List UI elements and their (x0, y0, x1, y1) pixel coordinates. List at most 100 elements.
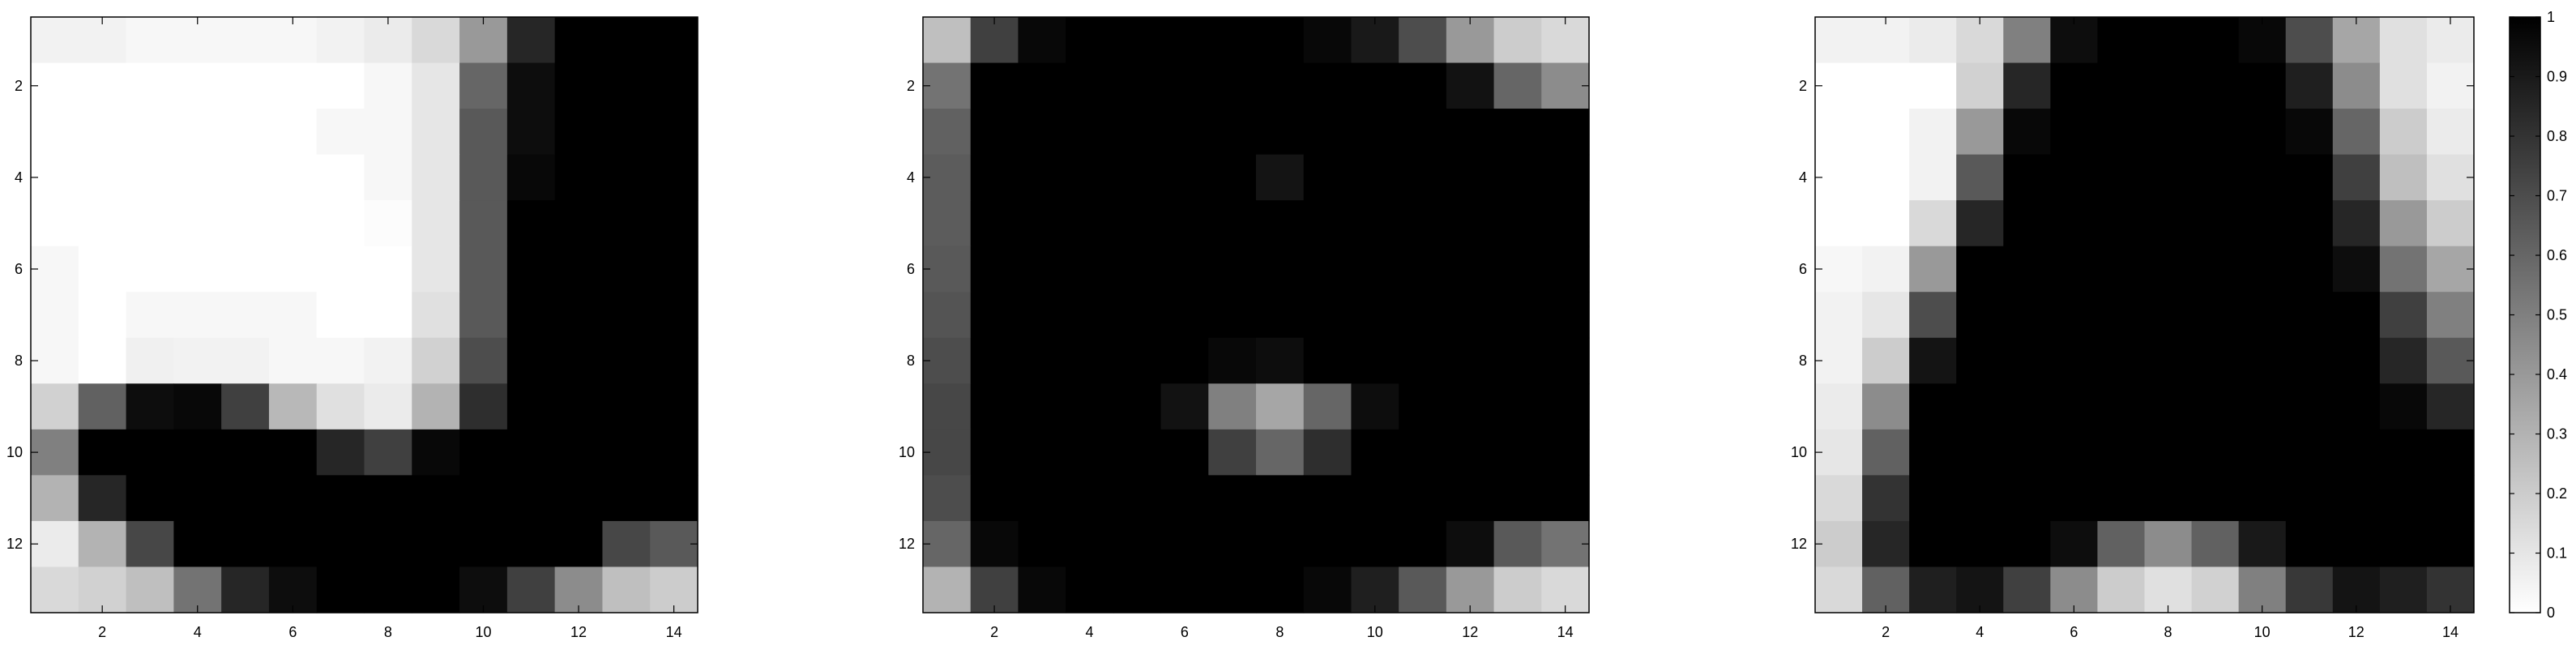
heatmap-cell (173, 109, 222, 156)
heatmap-cell (1303, 109, 1352, 156)
heatmap-cell (268, 383, 318, 430)
heatmap-cell (1303, 520, 1352, 568)
heatmap-cell (1256, 17, 1305, 64)
heatmap-cell (554, 383, 604, 430)
heatmap-cell (1493, 475, 1542, 522)
y-tick-label: 10 (6, 444, 23, 460)
heatmap-cell (602, 566, 651, 613)
heatmap-cell (923, 154, 972, 201)
heatmap-cell (459, 246, 508, 293)
heatmap-cell (1256, 62, 1305, 109)
heatmap-cell (1956, 475, 2004, 522)
heatmap-cell (650, 62, 698, 109)
heatmap-cell (2426, 246, 2475, 293)
heatmap-panel-middle: 2 4 6 8 10 12 14 2 4 6 8 10 12 (899, 16, 1590, 640)
heatmap-cell (1113, 520, 1162, 568)
heatmap-cell (31, 200, 79, 247)
heatmap-cell (554, 62, 604, 109)
heatmap-cell (412, 475, 460, 522)
heatmap-cell (31, 17, 79, 64)
heatmap-cell (173, 200, 222, 247)
x-tick-label: 4 (1085, 624, 1093, 640)
heatmap-cell (554, 200, 604, 247)
heatmap-cell (2285, 520, 2334, 568)
heatmap-cell (1862, 429, 1910, 476)
heatmap-cell (1303, 62, 1352, 109)
heatmap-cell (1541, 337, 1590, 384)
heatmap-cell (1066, 246, 1114, 293)
heatmap-cell (923, 429, 972, 476)
heatmap-cell (412, 246, 460, 293)
heatmap-cell (970, 292, 1019, 339)
x-tick-label: 12 (1462, 624, 1478, 640)
heatmap-cell (1493, 200, 1542, 247)
heatmap-cell (1815, 429, 1863, 476)
heatmap-cell (1160, 246, 1209, 293)
heatmap-cell (2144, 62, 2193, 109)
heatmap-cell (2003, 200, 2051, 247)
heatmap-cell (126, 566, 174, 613)
y-tick-label: 6 (15, 261, 23, 277)
heatmap-cell (1909, 62, 1957, 109)
heatmap-cell (923, 566, 972, 613)
heatmap-cell (2285, 109, 2334, 156)
heatmap-cell (2379, 337, 2428, 384)
heatmap-cell (1208, 200, 1257, 247)
heatmap-cell (364, 246, 412, 293)
heatmap-cell (2191, 337, 2240, 384)
y-tick-label: 12 (1791, 536, 1807, 552)
y-tick-label: 4 (907, 169, 915, 186)
x-tick-label: 4 (194, 624, 202, 640)
heatmap-cell (2332, 383, 2381, 430)
heatmap-cell (1256, 154, 1305, 201)
heatmap-cell (650, 246, 698, 293)
heatmap-cell (1160, 62, 1209, 109)
heatmap-panel-left: 2 4 6 8 10 12 14 2 4 6 8 10 12 (6, 16, 698, 640)
heatmap-cell (126, 520, 174, 568)
heatmap-cell (1208, 566, 1257, 613)
heatmap-cell (268, 429, 318, 476)
heatmap-cell (2238, 246, 2287, 293)
heatmap-cell (459, 337, 508, 384)
heatmap-cell (316, 475, 365, 522)
heatmap-cell (1351, 246, 1399, 293)
heatmap-cell (602, 154, 651, 201)
heatmap-cell (1541, 246, 1590, 293)
heatmap-cell (1862, 520, 1910, 568)
heatmap-cell (1066, 62, 1114, 109)
heatmap-cell (506, 200, 556, 247)
y-tick-label: 2 (907, 78, 915, 94)
heatmap-cell (1493, 246, 1542, 293)
y-tick-label: 8 (15, 353, 23, 369)
heatmap-cell (1909, 520, 1957, 568)
heatmap-cell (1446, 62, 1495, 109)
colorbar-tick-label: 0.2 (2547, 485, 2567, 502)
heatmap-cell (1113, 429, 1162, 476)
heatmap-cell (126, 292, 174, 339)
heatmap-cell (459, 200, 508, 247)
heatmap-cell (1815, 566, 1863, 613)
heatmap-cell (2285, 292, 2334, 339)
heatmap-cell (2285, 154, 2334, 201)
heatmap-cell (554, 17, 604, 64)
heatmap-cell (364, 17, 412, 64)
heatmap-cell (650, 337, 698, 384)
heatmap-cell (459, 520, 508, 568)
heatmap-cell (2379, 429, 2428, 476)
heatmap-cell (221, 17, 270, 64)
heatmap-cell (1351, 292, 1399, 339)
heatmap-cell (1446, 17, 1495, 64)
heatmap-cell (506, 292, 556, 339)
heatmap-cell (412, 154, 460, 201)
heatmap-cell (221, 62, 270, 109)
y-tick-label: 10 (899, 444, 915, 460)
heatmap-cell (2238, 292, 2287, 339)
colorbar-tick-label: 0.3 (2547, 426, 2567, 442)
heatmap-cell (268, 520, 318, 568)
heatmap-cell (1113, 62, 1162, 109)
heatmap-cell (364, 337, 412, 384)
heatmap-cell (459, 429, 508, 476)
heatmap-cell (2144, 337, 2193, 384)
heatmap-cell (221, 566, 270, 613)
heatmap-cell (2332, 154, 2381, 201)
